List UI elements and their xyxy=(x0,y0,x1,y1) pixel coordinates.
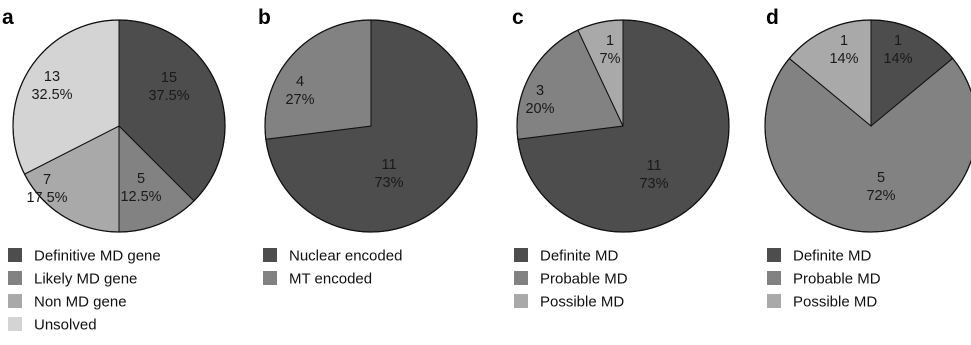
pie-d xyxy=(764,19,971,233)
slice-count-label: 3 xyxy=(536,83,544,99)
legend-label: Unsolved xyxy=(34,317,97,334)
slice-percent-label: 14% xyxy=(829,51,858,67)
legend-swatch xyxy=(8,317,22,331)
slice-count-label: 11 xyxy=(381,157,396,173)
slice-percent-label: 72% xyxy=(866,188,895,204)
legend-label: Definitive MD gene xyxy=(34,248,161,265)
pie-outline xyxy=(12,19,226,233)
panel-b: b 11 73% 4 27% Nuclear encoded MT encoded xyxy=(258,6,478,288)
legend-label: Probable MD xyxy=(540,271,628,288)
legend-c: Definite MD Probable MD Possible MD xyxy=(514,248,628,311)
slice-count-label: 11 xyxy=(646,158,661,174)
slice-count-label: 4 xyxy=(296,74,304,90)
pie-a xyxy=(12,19,226,233)
legend-label: Nuclear encoded xyxy=(289,248,402,265)
slice-count-label: 15 xyxy=(161,70,177,86)
legend-swatch xyxy=(514,271,528,285)
slice-count-label: 7 xyxy=(43,172,51,188)
legend-swatch xyxy=(263,271,277,285)
legend-swatch xyxy=(8,271,22,285)
pie-slice-mt-encoded xyxy=(264,19,372,140)
panel-c-letter: c xyxy=(512,6,524,29)
legend-swatch xyxy=(767,248,781,262)
slice-count-label: 13 xyxy=(44,69,60,85)
legend-label: MT encoded xyxy=(289,271,372,288)
panel-d: d 1 14% 5 72% 1 14% Definite MD Probable MD Poss… xyxy=(764,6,971,311)
slice-count-label: 1 xyxy=(894,33,902,49)
slice-percent-label: 37.5% xyxy=(148,88,189,104)
legend-label: Possible MD xyxy=(540,294,624,311)
slice-percent-label: 27% xyxy=(285,92,314,108)
slice-percent-label: 73% xyxy=(639,176,668,192)
slice-percent-label: 7% xyxy=(600,51,621,67)
panel-b-letter: b xyxy=(258,6,271,29)
legend-swatch xyxy=(8,294,22,308)
panel-d-letter: d xyxy=(766,6,779,29)
pie-c xyxy=(516,19,730,233)
slice-percent-label: 73% xyxy=(374,175,403,191)
legend-a: Definitive MD gene Likely MD gene Non MD g… xyxy=(8,248,161,334)
slice-count-label: 1 xyxy=(840,33,848,49)
legend-swatch xyxy=(514,294,528,308)
slice-percent-label: 12.5% xyxy=(120,189,161,205)
legend-label: Probable MD xyxy=(793,271,881,288)
pie-outline xyxy=(516,19,730,233)
legend-swatch xyxy=(8,248,22,262)
slice-count-label: 5 xyxy=(137,171,145,187)
panel-a: a 15 37.5% 5 12.5% 7 17.5% 13 32.5% Definitive M… xyxy=(2,6,226,334)
slice-percent-label: 20% xyxy=(525,101,554,117)
legend-label: Possible MD xyxy=(793,294,877,311)
legend-b: Nuclear encoded MT encoded xyxy=(263,248,402,288)
legend-swatch xyxy=(263,248,277,262)
slice-percent-label: 17.5% xyxy=(26,190,67,206)
slice-percent-label: 14% xyxy=(883,51,912,67)
pie-b xyxy=(264,19,478,233)
legend-swatch xyxy=(514,248,528,262)
legend-label: Definite MD xyxy=(793,248,872,265)
slice-count-label: 1 xyxy=(606,33,614,49)
legend-label: Definite MD xyxy=(540,248,619,265)
legend-swatch xyxy=(767,294,781,308)
panel-c: c 11 73% 3 20% 1 7% Definite MD Probable MD Poss… xyxy=(512,6,730,311)
slice-count-label: 5 xyxy=(877,170,885,186)
legend-label: Non MD gene xyxy=(34,294,127,311)
legend-swatch xyxy=(767,271,781,285)
pie-outline xyxy=(764,19,971,233)
slice-percent-label: 32.5% xyxy=(31,87,72,103)
legend-label: Likely MD gene xyxy=(34,271,137,288)
pie-outline xyxy=(264,19,478,233)
legend-d: Definite MD Probable MD Possible MD xyxy=(767,248,881,311)
panel-a-letter: a xyxy=(2,6,14,29)
